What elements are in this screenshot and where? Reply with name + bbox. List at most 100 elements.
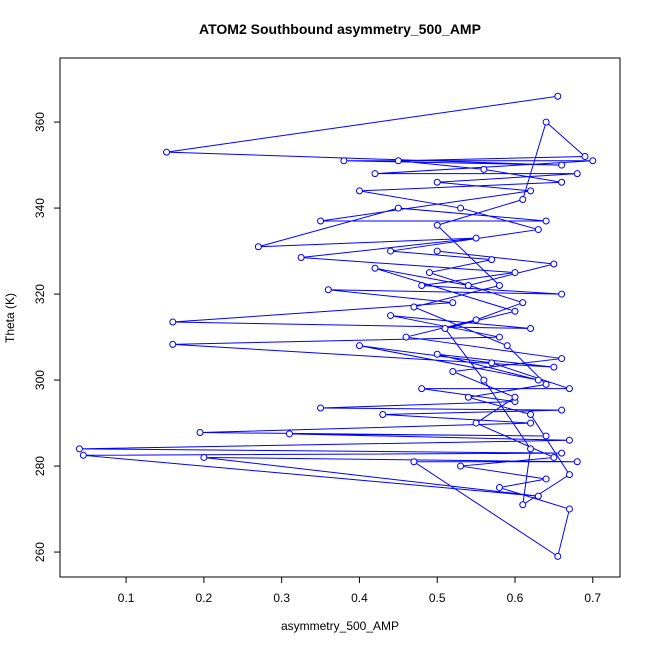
- data-point: [519, 501, 527, 509]
- data-point: [550, 453, 558, 461]
- data-point: [565, 436, 573, 444]
- data-point: [324, 286, 332, 294]
- data-point: [441, 324, 449, 332]
- data-point: [317, 217, 325, 225]
- data-point: [495, 484, 503, 492]
- data-point: [558, 355, 566, 363]
- data-point: [565, 385, 573, 393]
- data-point: [565, 505, 573, 513]
- data-point: [558, 449, 566, 457]
- data-point: [511, 269, 519, 277]
- data-point: [565, 471, 573, 479]
- data-point: [464, 281, 472, 289]
- data-point: [527, 419, 535, 427]
- data-point: [573, 170, 581, 178]
- data-point: [410, 458, 418, 466]
- data-point: [550, 363, 558, 371]
- y-axis-title: Theta (K): [3, 293, 17, 343]
- x-tick-label: 0.7: [584, 591, 601, 605]
- x-tick-label: 0.2: [196, 591, 213, 605]
- data-point: [542, 217, 550, 225]
- data-point: [542, 475, 550, 483]
- data-point: [464, 393, 472, 401]
- data-point: [317, 404, 325, 412]
- data-point: [169, 340, 177, 348]
- data-point: [527, 410, 535, 418]
- data-point: [558, 178, 566, 186]
- data-point: [542, 118, 550, 126]
- data-point: [554, 552, 562, 560]
- data-point: [457, 204, 465, 212]
- data-point: [488, 256, 496, 264]
- data-point: [495, 281, 503, 289]
- data-point: [554, 92, 562, 100]
- y-tick-label: 340: [33, 198, 47, 218]
- data-point: [573, 458, 581, 466]
- y-tick-label: 280: [33, 456, 47, 476]
- data-point: [200, 453, 208, 461]
- data-point: [285, 430, 293, 438]
- data-point: [402, 333, 410, 341]
- data-point: [527, 445, 535, 453]
- data-point: [355, 187, 363, 195]
- series-line: [79, 95, 593, 558]
- data-point: [425, 269, 433, 277]
- data-point: [196, 429, 204, 437]
- data-point: [472, 419, 480, 427]
- data-point: [79, 451, 87, 459]
- data-point: [169, 318, 177, 326]
- chart-title: ATOM2 Southbound asymmetry_500_AMP: [199, 21, 481, 37]
- data-point: [519, 195, 527, 203]
- x-tick-label: 0.6: [507, 591, 524, 605]
- data-point: [254, 243, 262, 251]
- data-point: [355, 342, 363, 350]
- data-point: [495, 333, 503, 341]
- data-point: [480, 376, 488, 384]
- data-point: [511, 307, 519, 315]
- data-point: [527, 324, 535, 332]
- x-axis-title: asymmetry_500_AMP: [281, 619, 399, 633]
- y-tick-label: 260: [33, 542, 47, 562]
- data-point: [558, 406, 566, 414]
- data-point: [297, 254, 305, 262]
- data-point: [542, 432, 550, 440]
- y-tick-label: 300: [33, 370, 47, 390]
- x-tick-label: 0.3: [273, 591, 290, 605]
- data-point: [488, 359, 496, 367]
- data-point: [542, 380, 550, 388]
- data-point: [511, 393, 519, 401]
- data-point: [433, 221, 441, 229]
- data-point: [410, 303, 418, 311]
- data-point: [433, 247, 441, 255]
- data-point: [480, 165, 488, 173]
- data-point: [394, 157, 402, 165]
- data-point: [394, 204, 402, 212]
- data-point: [163, 148, 171, 156]
- data-point: [503, 342, 511, 350]
- data-point: [340, 157, 348, 165]
- data-point: [519, 299, 527, 307]
- data-point: [387, 312, 395, 320]
- x-tick-label: 0.4: [351, 591, 368, 605]
- data-point: [558, 290, 566, 298]
- data-point: [433, 178, 441, 186]
- data-point: [457, 462, 465, 470]
- data-point: [558, 161, 566, 169]
- y-tick-label: 360: [33, 112, 47, 132]
- data-point: [379, 410, 387, 418]
- data-point: [418, 385, 426, 393]
- data-point: [472, 316, 480, 324]
- data-point: [433, 350, 441, 358]
- data-point: [589, 157, 597, 165]
- data-point: [534, 226, 542, 234]
- plot-frame: [59, 57, 621, 578]
- data-point: [387, 247, 395, 255]
- data-point: [581, 152, 589, 160]
- x-tick-label: 0.1: [118, 591, 135, 605]
- data-point: [75, 445, 83, 453]
- data-point: [449, 299, 457, 307]
- data-point: [534, 376, 542, 384]
- data-point: [550, 260, 558, 268]
- data-point: [371, 264, 379, 272]
